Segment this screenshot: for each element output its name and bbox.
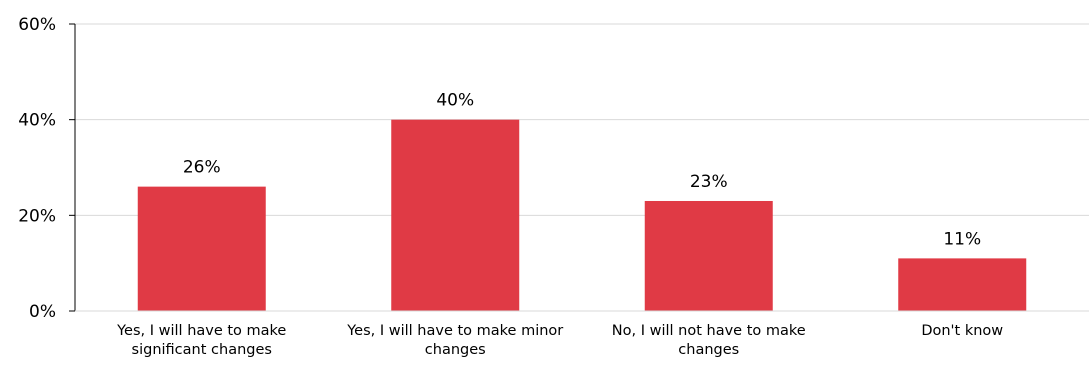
y-axis: 0% 20% 40% 60% [18, 15, 76, 322]
x-tick-label: significant changes [132, 342, 272, 358]
x-tick-label: Yes, I will have to make [116, 323, 286, 339]
x-tick-label: Yes, I will have to make minor [346, 323, 563, 339]
x-tick-label: Don't know [921, 323, 1003, 339]
bar [898, 258, 1027, 311]
bar [137, 186, 266, 311]
data-label: 26% [183, 158, 221, 178]
bars [137, 119, 1027, 312]
bar [644, 200, 773, 311]
y-tick-label: 0% [29, 302, 56, 322]
bar [391, 119, 520, 312]
data-label: 23% [690, 172, 728, 192]
x-tick-label: changes [425, 342, 486, 358]
data-label: 11% [943, 229, 981, 249]
y-tick-label: 60% [18, 15, 56, 35]
x-tick-label: changes [678, 342, 739, 358]
y-tick-label: 20% [18, 206, 56, 226]
category-labels: Yes, I will have to make significant chan… [116, 323, 1003, 358]
x-tick-label: No, I will not have to make [612, 323, 806, 339]
y-tick-label: 40% [18, 111, 56, 131]
data-label: 40% [436, 91, 474, 111]
data-labels: 26% 40% 23% 11% [183, 91, 981, 250]
